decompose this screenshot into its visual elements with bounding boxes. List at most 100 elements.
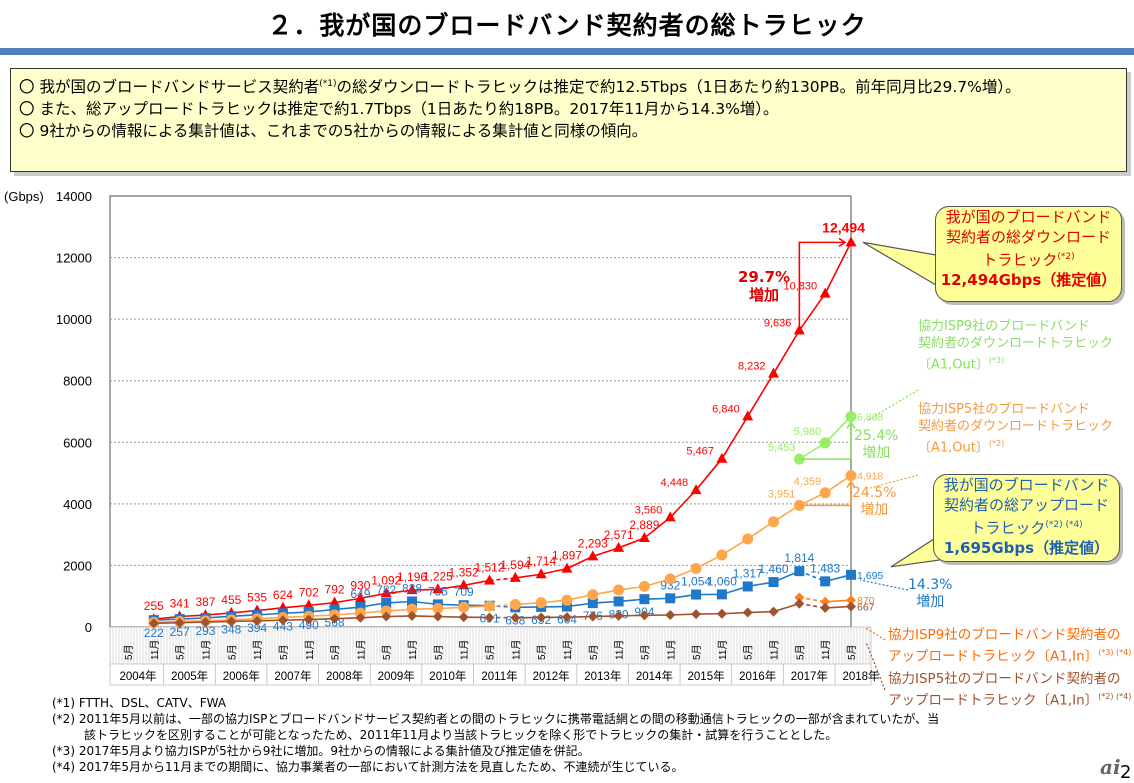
data-point xyxy=(174,617,185,628)
data-label: 222 xyxy=(144,626,164,640)
data-label: 9,636 xyxy=(764,317,792,329)
page-title: ２．我が国のブロードバンド契約者の総トラヒック xyxy=(267,11,867,40)
series-line xyxy=(412,588,438,591)
x-axis-band xyxy=(109,626,872,686)
traffic-chart: 0 2000 4000 6000 8000 10000 12000 14000 (Gbps) 5月… xyxy=(4,189,977,691)
data-label: 1,054 xyxy=(681,575,711,589)
y-tick-label: 8000 xyxy=(63,374,92,389)
x-month-label: 11月 xyxy=(562,640,574,660)
x-month-label: 11月 xyxy=(820,640,832,660)
data-label: 1,092 xyxy=(371,573,401,587)
data-point xyxy=(768,577,779,588)
data-point xyxy=(716,589,727,600)
data-point xyxy=(252,615,263,626)
data-point xyxy=(458,579,470,590)
data-label: 341 xyxy=(170,597,190,611)
series-line xyxy=(799,602,826,609)
x-month-label: 11月 xyxy=(459,640,471,660)
data-point xyxy=(638,532,650,543)
data-label: 10,830 xyxy=(784,281,818,293)
data-point xyxy=(690,484,702,495)
data-label: 667 xyxy=(857,601,875,613)
data-label: 1,695 xyxy=(857,570,883,582)
data-point xyxy=(587,598,598,609)
isp5-download-leader xyxy=(869,474,919,489)
x-month-label: 11月 xyxy=(614,640,626,660)
data-label: 4,359 xyxy=(794,476,822,488)
data-label: 6,838 xyxy=(857,411,883,423)
x-year-label: 2005年 xyxy=(171,669,208,683)
data-point xyxy=(665,609,676,620)
series-3: 5,453 5,980 6,838 xyxy=(768,410,883,465)
green-growth-bracket-arrowhead xyxy=(846,421,856,429)
data-point xyxy=(458,612,469,623)
data-label: 387 xyxy=(195,595,215,609)
data-point xyxy=(509,571,521,582)
x-month-label: 5月 xyxy=(433,644,445,660)
y-tick-label: 14000 xyxy=(56,189,92,204)
x-month-label: 11月 xyxy=(510,640,522,660)
series-line xyxy=(540,567,568,576)
summary-box: 〇 我が国のブロードバンドサービス契約者(*1)の総ダウンロードトラヒックは推定… xyxy=(10,68,1127,172)
series-line xyxy=(360,592,387,600)
data-point xyxy=(613,584,625,596)
data-point xyxy=(587,550,599,561)
download-callout-pointer xyxy=(862,241,937,287)
data-label: 490 xyxy=(299,618,319,632)
data-label: 649 xyxy=(350,587,370,601)
x-year-label: 2009年 xyxy=(378,669,415,683)
x-year-label: 2018年 xyxy=(842,669,879,683)
data-label: 870 xyxy=(857,595,875,607)
data-label: 12,494 xyxy=(822,219,865,235)
data-point xyxy=(303,614,314,625)
data-label: 5,453 xyxy=(768,442,796,454)
x-year-label: 2011年 xyxy=(481,669,517,683)
data-label: 2,889 xyxy=(629,518,659,532)
data-point xyxy=(742,533,754,545)
data-label: 1,352 xyxy=(449,565,479,579)
data-label: 1,317 xyxy=(733,566,763,580)
data-point xyxy=(845,236,857,247)
data-point xyxy=(484,612,495,623)
y-axis-label: (Gbps) xyxy=(4,189,44,204)
data-point xyxy=(768,516,780,528)
data-point xyxy=(613,541,625,552)
data-point xyxy=(613,610,624,621)
data-label: 1,060 xyxy=(707,574,737,588)
x-month-label: 5月 xyxy=(123,644,135,660)
x-year-label: 2012年 xyxy=(533,669,570,683)
data-point xyxy=(380,587,392,598)
x-month-label: 11月 xyxy=(769,640,781,660)
data-point xyxy=(794,592,805,603)
y-tick-label: 4000 xyxy=(63,497,92,512)
data-point xyxy=(742,581,753,592)
x-year-label: 2008年 xyxy=(326,669,363,683)
data-label: 930 xyxy=(350,578,370,592)
data-point xyxy=(561,594,573,606)
data-point xyxy=(794,598,805,609)
series-line xyxy=(669,489,697,518)
page-number: 2 xyxy=(1120,762,1132,783)
isp9-upload-label: 協力ISP9社のブロードバンド契約者の アップロードトラヒック〔A1,In〕(*… xyxy=(888,627,1132,665)
isp9-download-label: 協力ISP9社のブロードバンド 契約者のダウンロードトラヒック 〔A1,Out〕… xyxy=(918,319,1114,373)
data-label: 1,594 xyxy=(500,558,530,572)
series-line xyxy=(308,601,335,607)
series-line xyxy=(437,584,464,591)
series-line xyxy=(334,597,361,604)
logo: ai xyxy=(1100,755,1121,779)
data-point xyxy=(561,601,572,612)
data-label: 1,512 xyxy=(474,560,504,574)
data-point xyxy=(820,576,831,587)
data-label: 257 xyxy=(170,625,190,639)
data-point xyxy=(535,568,547,579)
data-label: 1,897 xyxy=(552,549,582,563)
isp5-upload-leader xyxy=(865,641,886,691)
data-point xyxy=(845,410,857,422)
footnote: (*4) 2017年5月から11月までの期間に、協力事業者の一部において計測方法… xyxy=(52,760,684,774)
data-point xyxy=(716,608,727,619)
download-callout: 我が国のブロードバンド 契約者の総ダウンロード トラヒック(*2) 12,494… xyxy=(935,206,1122,302)
series-line xyxy=(386,589,413,595)
data-label: 709 xyxy=(454,585,474,599)
data-label: 792 xyxy=(325,583,345,597)
series-line xyxy=(721,416,749,460)
